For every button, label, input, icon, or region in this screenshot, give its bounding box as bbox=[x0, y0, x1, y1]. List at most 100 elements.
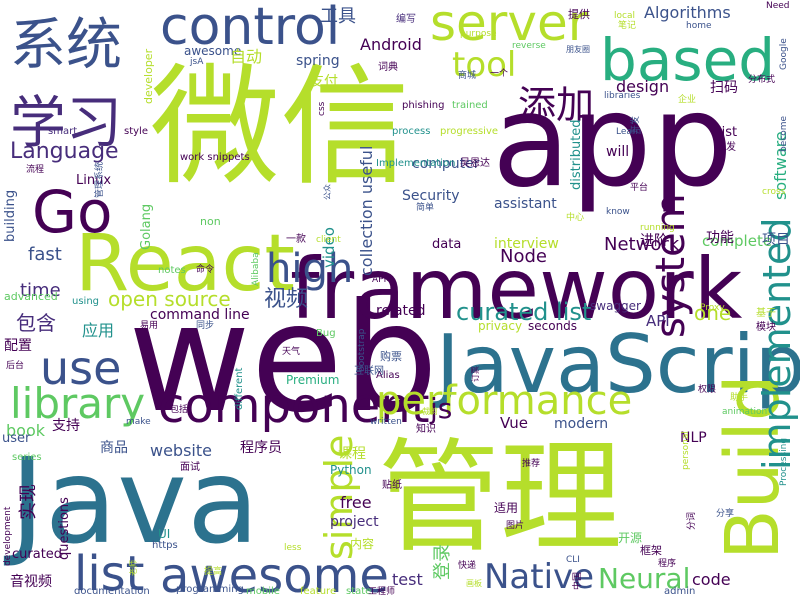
word-admin: admin bbox=[664, 586, 695, 597]
word-linux: Linux bbox=[76, 173, 111, 188]
word-process: process bbox=[392, 126, 430, 137]
word-cjk-196: 笔记 bbox=[618, 19, 636, 31]
word-control: control bbox=[160, 0, 340, 57]
word-privacy: privacy bbox=[478, 319, 522, 333]
word-bug: Bug bbox=[316, 328, 336, 339]
word-cli: CLI bbox=[566, 555, 580, 565]
word-command-line: command line bbox=[150, 307, 250, 323]
word-cjk-148: 框架 bbox=[640, 544, 662, 557]
word-cjk-154: 面试 bbox=[180, 460, 200, 473]
word-cjk-142: 程序员 bbox=[240, 440, 282, 456]
word-cjk-184: 推荐 bbox=[522, 457, 540, 469]
word-cjk-172: 平台 bbox=[630, 181, 648, 193]
word-cjk-33: 视频 bbox=[264, 287, 308, 312]
word-using: using bbox=[72, 296, 99, 307]
word-non: non bbox=[200, 215, 221, 228]
word-awesome: awesome bbox=[160, 548, 389, 600]
word-running: running bbox=[640, 223, 675, 233]
word-cjk-1: 微信 bbox=[150, 51, 410, 203]
word-cjk-26: 添加 bbox=[518, 83, 594, 127]
word-smart: smart bbox=[48, 126, 77, 137]
word-cjk-152: 购票 bbox=[380, 349, 402, 363]
word-cjk-160: 中国 bbox=[571, 572, 583, 590]
word-trained: trained bbox=[452, 100, 488, 111]
word-android: Android bbox=[360, 35, 422, 54]
word-cjk-189: 老师 bbox=[128, 560, 138, 576]
word-cjk-176: 同步 bbox=[196, 320, 214, 331]
word-cjk-151: 知识 bbox=[416, 422, 436, 435]
word-swagger: swagger bbox=[590, 299, 641, 313]
word-written: written bbox=[370, 417, 402, 427]
word-mobile: mobile bbox=[246, 586, 280, 597]
word-less: less bbox=[284, 543, 302, 553]
word-high: high bbox=[266, 246, 353, 292]
word-algorithms: Algorithms bbox=[644, 3, 731, 22]
word-cjk-165: 商城 bbox=[458, 69, 476, 81]
word-cjk-133: 扫码 bbox=[710, 80, 738, 96]
word-data: data bbox=[432, 237, 461, 252]
word-know: know bbox=[606, 207, 630, 217]
word-framework: framework bbox=[290, 240, 743, 338]
word-cjk-146: 登录 bbox=[432, 544, 453, 580]
word-app: app bbox=[492, 67, 733, 216]
word-user: user bbox=[2, 431, 31, 446]
word-time: time bbox=[20, 280, 61, 301]
word-animation: animation bbox=[722, 407, 767, 417]
word-based: based bbox=[600, 26, 775, 94]
word-cjk-135: 功能 bbox=[706, 230, 734, 246]
word-proxy: Proxy bbox=[700, 303, 725, 313]
word-awesome: awesome bbox=[184, 44, 241, 58]
word-video: video bbox=[320, 227, 338, 268]
word-react: React bbox=[75, 219, 295, 309]
word-complete: complete bbox=[702, 232, 772, 250]
word-cjk-144: 实现 bbox=[18, 484, 39, 520]
word-alibaba: Alibaba bbox=[251, 252, 261, 286]
word-cjk-188: 提高 bbox=[204, 565, 222, 577]
word-cross: cross bbox=[762, 187, 786, 197]
word-cjk-171: 收发 bbox=[716, 140, 736, 153]
word-cjk-12: 学习 bbox=[10, 91, 122, 156]
word-spring: spring bbox=[296, 53, 340, 69]
word-code: code bbox=[692, 570, 731, 589]
word-cjk-136: 项目 bbox=[762, 232, 790, 248]
word-assistant: assistant bbox=[494, 196, 557, 212]
word-use: use bbox=[40, 341, 121, 395]
word-cjk-156: 图片 bbox=[506, 519, 524, 531]
word-cjk-178: 基于 bbox=[756, 306, 776, 319]
word-implemented: implemented bbox=[755, 217, 799, 470]
word-cjk-153: 互联网 bbox=[354, 365, 384, 377]
word-software: software bbox=[771, 131, 790, 200]
word-cjk-179: 天气 bbox=[282, 345, 300, 357]
word-curated-list: curated list bbox=[456, 298, 591, 326]
word-need: Need bbox=[766, 1, 790, 11]
word-feature: feature bbox=[300, 586, 336, 597]
word-cjk-177: 模块 bbox=[756, 321, 776, 333]
word-apm: APM bbox=[372, 275, 391, 285]
word-cjk-162: 提供 bbox=[568, 7, 590, 21]
word-go: Go bbox=[32, 178, 112, 246]
word-https: https bbox=[152, 540, 178, 551]
word-cjk-194: 流程 bbox=[26, 163, 44, 175]
word-developer: developer bbox=[142, 48, 155, 104]
word-cjk-191: 中心 bbox=[566, 211, 584, 223]
word-cjk-180: 后台 bbox=[6, 359, 24, 371]
word-google: Google bbox=[779, 38, 789, 70]
word-cjk-192: 吴恩达 bbox=[460, 157, 490, 169]
word-cjk-138: 应用 bbox=[82, 321, 114, 340]
word-alias: Alias bbox=[376, 370, 400, 381]
word-book: book bbox=[6, 421, 46, 440]
word-javascript: JavaScript bbox=[431, 318, 800, 411]
word-css: css bbox=[317, 101, 327, 116]
word-cjk-150: 适用 bbox=[494, 501, 518, 515]
word-interview: interview bbox=[494, 236, 559, 252]
word-different: different bbox=[234, 367, 245, 410]
word-will: will bbox=[606, 144, 629, 160]
word-notes: notes bbox=[158, 265, 186, 276]
word-ui: UI bbox=[158, 527, 170, 541]
word-cjk-175: 易用 bbox=[140, 320, 158, 331]
word-build: Build bbox=[710, 374, 796, 560]
word-local: local bbox=[614, 11, 635, 21]
word-processing: Processing bbox=[779, 438, 789, 486]
word-cjk-167: 朋友圈 bbox=[566, 44, 590, 54]
